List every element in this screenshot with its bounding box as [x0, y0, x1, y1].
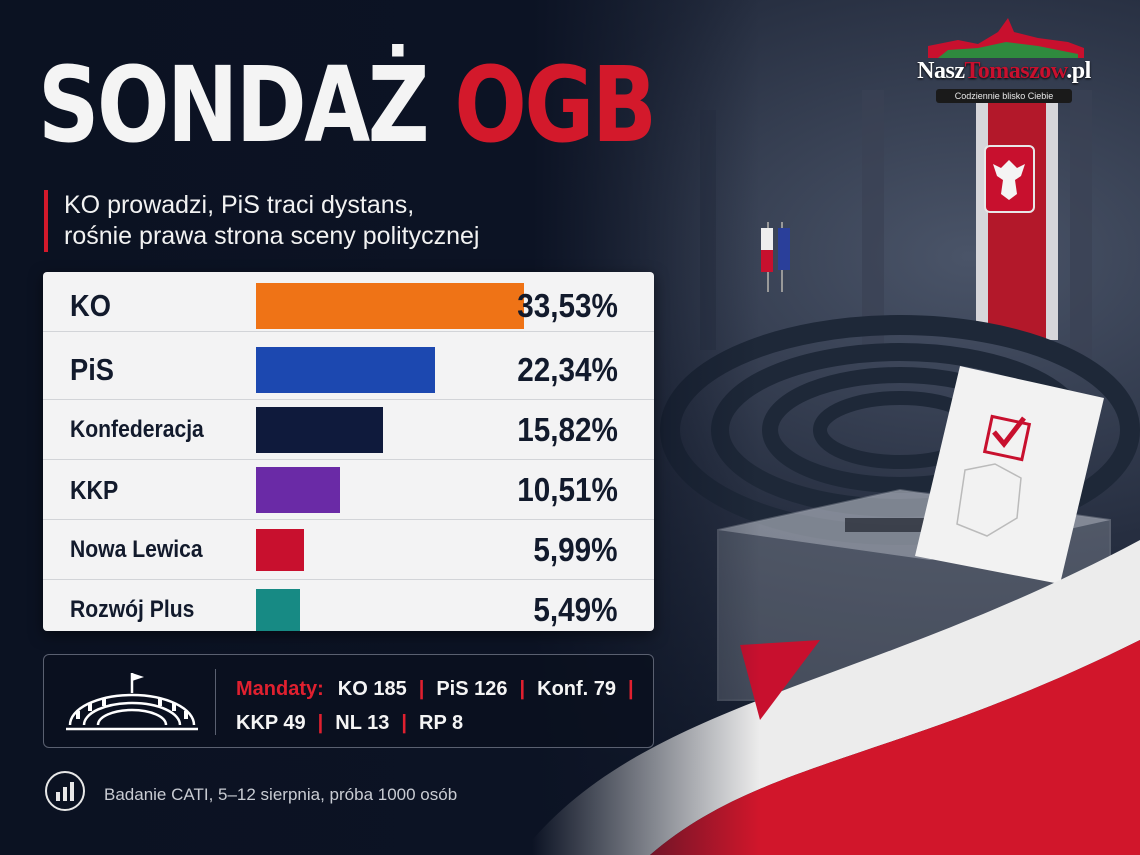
seat-item: PiS 126	[436, 678, 508, 700]
result-bar	[256, 467, 340, 513]
result-value-label: 22,34%	[517, 351, 618, 388]
seats-summary: Mandaty: KO 185 | PiS 126 | Konf. 79 | KKP 49 |…	[43, 654, 654, 748]
subtitle-accent-bar	[44, 190, 48, 252]
town-skyline-icon	[928, 18, 1084, 58]
source-note: Badanie CATI, 5–12 sierpnia, próba 1000 …	[104, 785, 458, 804]
seat-item: KO 185	[337, 678, 407, 700]
result-row: Nowa Lewica 5,99%	[43, 520, 654, 580]
seat-item: KKP 49	[236, 712, 306, 734]
result-value-label: 10,51%	[517, 471, 618, 508]
title-main: SONDAŻ	[38, 44, 430, 166]
poll-results-chart: KO 33,53% PiS 22,34% Konfederacja 15,82% KKP 10…	[43, 272, 654, 631]
seats-divider	[215, 669, 216, 735]
subtitle-line-1: KO prowadzi, PiS traci dystans,	[64, 191, 415, 219]
result-bar	[256, 529, 304, 571]
result-row: KO 33,53%	[43, 280, 654, 332]
seat-item: Konf. 79	[537, 678, 617, 700]
party-name: Konfederacja	[70, 416, 204, 443]
result-bar	[256, 283, 524, 329]
party-name: KO	[70, 288, 111, 323]
result-bar	[256, 407, 383, 453]
seat-separator: |	[401, 712, 407, 734]
result-bar	[256, 589, 300, 631]
seat-item: RP 8	[419, 712, 464, 734]
seats-label: Mandaty:	[236, 678, 324, 700]
seat-item: NL 13	[335, 712, 390, 734]
parliament-icon	[66, 673, 198, 731]
party-name: Rozwój Plus	[70, 596, 195, 623]
seats-line-2: KKP 49 | NL 13 | RP 8	[236, 708, 463, 738]
subtitle-line-2: rośnie prawa strona sceny politycznej	[64, 222, 480, 250]
logo-tagline: Codziennie blisko Ciebie	[936, 89, 1072, 103]
subtitle: KO prowadzi, PiS traci dystans, rośnie p…	[64, 190, 624, 252]
party-name: KKP	[70, 475, 119, 505]
seats-line-1: Mandaty: KO 185 | PiS 126 | Konf. 79 |	[236, 674, 646, 704]
result-row: Rozwój Plus 5,49%	[43, 580, 654, 640]
party-name: Nowa Lewica	[70, 536, 203, 563]
result-value-label: 5,49%	[533, 591, 618, 628]
result-row: PiS 22,34%	[43, 340, 654, 400]
result-value-label: 33,53%	[517, 287, 618, 324]
bar-chart-icon	[45, 771, 85, 811]
result-bar	[256, 347, 435, 393]
result-row: Konfederacja 15,82%	[43, 400, 654, 460]
seat-separator: |	[519, 678, 526, 700]
result-value-label: 15,82%	[517, 411, 618, 448]
title-accent: OGB	[454, 44, 657, 166]
seat-separator: |	[418, 678, 425, 700]
seat-separator: |	[317, 712, 324, 734]
seat-separator: |	[628, 678, 634, 700]
page-title: SONDAŻ OGB	[38, 40, 657, 170]
party-name: PiS	[70, 352, 114, 387]
logo-wordmark: NaszTomaszow.pl	[917, 58, 1091, 84]
result-row: KKP 10,51%	[43, 460, 654, 520]
nasztomaszow-logo[interactable]: NaszTomaszow.pl Codziennie blisko Ciebie	[888, 14, 1120, 103]
result-value-label: 5,99%	[533, 531, 618, 568]
